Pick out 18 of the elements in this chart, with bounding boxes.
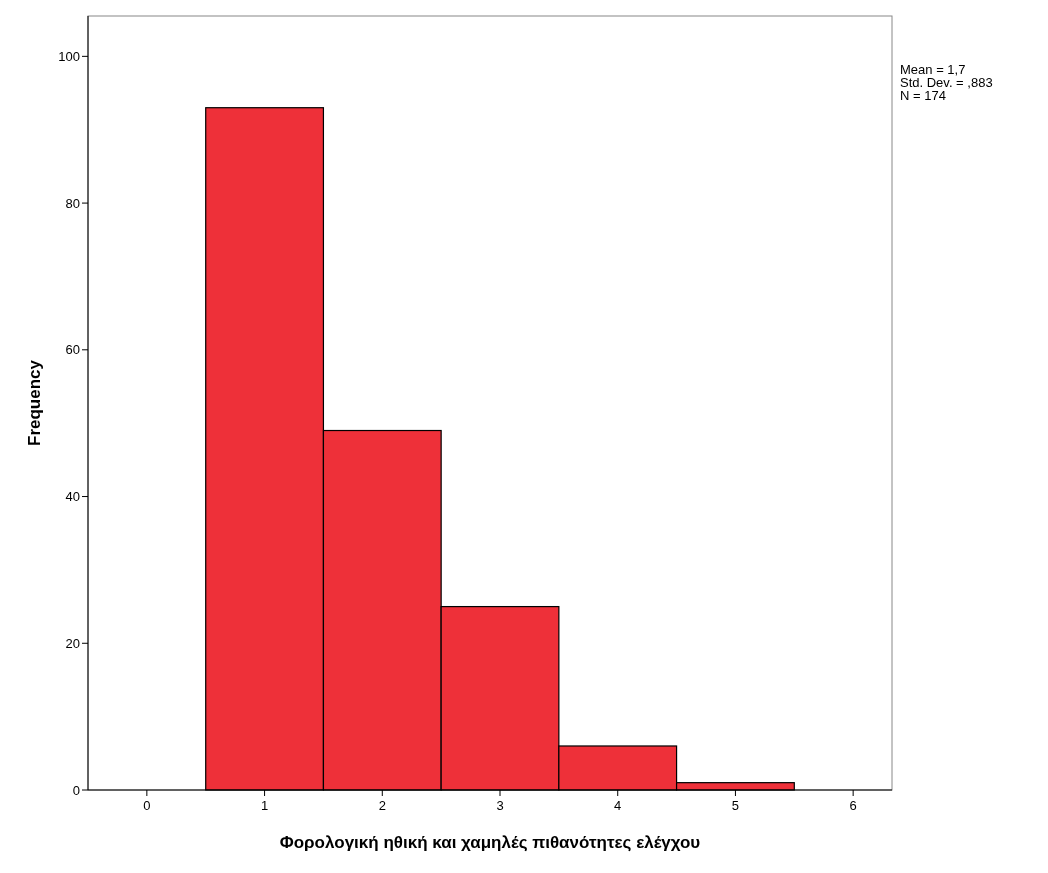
x-axis-title: Φορολογική ηθική και χαμηλές πιθανότητες ελέγχου <box>279 833 701 852</box>
text: Mean = 1,7 <box>900 62 966 77</box>
y-axis-title: Frequency <box>25 359 44 446</box>
x-tick-label: 3 <box>496 798 504 813</box>
y-tick-label: 0 <box>72 782 80 798</box>
y-tick-label: 20 <box>65 635 80 651</box>
y-tick-label: 80 <box>65 195 80 211</box>
text: N = 174 <box>900 88 946 103</box>
y-tick-label: 100 <box>58 48 80 64</box>
x-tick-label: 0 <box>143 798 151 813</box>
x-tick-label: 4 <box>614 798 622 813</box>
text: Std. Dev. = ,883 <box>900 75 993 90</box>
y-tick-label: 40 <box>65 489 80 505</box>
x-tick-label: 5 <box>731 798 740 813</box>
y-tick-label: 60 <box>65 342 80 358</box>
x-tick-label: 1 <box>260 798 269 813</box>
x-tick-label: 6 <box>849 798 857 813</box>
x-tick-label: 2 <box>378 798 386 813</box>
